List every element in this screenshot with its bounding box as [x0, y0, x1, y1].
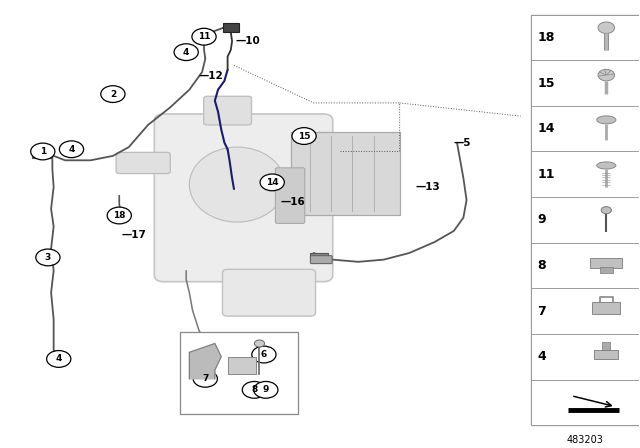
Text: 8: 8 [252, 385, 257, 394]
Text: 14: 14 [538, 122, 555, 135]
Circle shape [254, 340, 264, 347]
Bar [180, 332, 298, 414]
Text: 18: 18 [538, 31, 555, 44]
Text: 4: 4 [538, 350, 546, 363]
Text: 11: 11 [198, 32, 211, 41]
Text: —10: —10 [236, 36, 260, 46]
Bar [600, 267, 612, 272]
FancyBboxPatch shape [116, 152, 170, 173]
Bar [593, 350, 618, 359]
Text: 9: 9 [538, 213, 546, 226]
Circle shape [60, 141, 84, 158]
FancyBboxPatch shape [154, 114, 333, 282]
Circle shape [192, 28, 216, 45]
Bar [592, 302, 620, 314]
Text: 8: 8 [538, 259, 546, 272]
Text: 7: 7 [538, 305, 546, 318]
Text: 18: 18 [113, 211, 125, 220]
Bar [590, 258, 622, 268]
Circle shape [292, 128, 316, 144]
Text: 9: 9 [262, 385, 269, 394]
Bar [531, 289, 639, 334]
Bar [531, 379, 639, 425]
Circle shape [253, 381, 278, 398]
Bar [32, 151, 52, 158]
Polygon shape [189, 344, 221, 379]
Text: 1: 1 [40, 147, 46, 156]
Bar [531, 15, 639, 60]
Circle shape [601, 207, 611, 214]
FancyBboxPatch shape [310, 256, 332, 263]
Bar [602, 342, 610, 350]
Text: 4: 4 [68, 145, 75, 154]
Bar [531, 151, 639, 197]
Circle shape [252, 346, 276, 363]
Circle shape [100, 86, 125, 103]
Circle shape [598, 69, 614, 81]
Text: —5: —5 [454, 138, 471, 148]
Circle shape [36, 249, 60, 266]
Bar [113, 212, 127, 220]
FancyBboxPatch shape [275, 168, 305, 224]
Bar [531, 106, 639, 151]
Circle shape [193, 370, 218, 387]
Circle shape [260, 174, 284, 191]
FancyBboxPatch shape [223, 269, 316, 316]
Text: 15: 15 [298, 132, 310, 141]
Text: 2: 2 [110, 90, 116, 99]
Ellipse shape [189, 147, 285, 222]
Bar [291, 132, 399, 215]
Ellipse shape [596, 162, 616, 169]
Text: 4: 4 [56, 354, 62, 363]
Circle shape [174, 44, 198, 60]
Bar [223, 23, 239, 32]
Ellipse shape [596, 116, 616, 124]
Circle shape [243, 381, 266, 398]
Text: 7: 7 [202, 375, 209, 383]
Bar [531, 243, 639, 289]
Circle shape [31, 143, 55, 160]
Bar [531, 197, 639, 243]
Text: 3: 3 [45, 253, 51, 262]
Bar [228, 357, 256, 375]
Text: —17: —17 [121, 230, 146, 240]
Text: 483203: 483203 [566, 435, 604, 445]
Text: —12: —12 [199, 71, 223, 82]
Bar [531, 334, 639, 379]
Bar [310, 253, 328, 260]
Bar [531, 15, 639, 425]
Bar [531, 60, 639, 106]
Circle shape [598, 22, 614, 34]
Text: —16: —16 [280, 197, 305, 207]
Text: —13: —13 [415, 182, 440, 192]
FancyBboxPatch shape [204, 96, 252, 125]
Text: 4: 4 [183, 47, 189, 56]
Text: 14: 14 [266, 178, 278, 187]
Circle shape [47, 351, 71, 367]
Text: 6: 6 [260, 350, 267, 359]
Circle shape [107, 207, 131, 224]
Text: 11: 11 [538, 168, 555, 181]
Text: 15: 15 [538, 77, 555, 90]
